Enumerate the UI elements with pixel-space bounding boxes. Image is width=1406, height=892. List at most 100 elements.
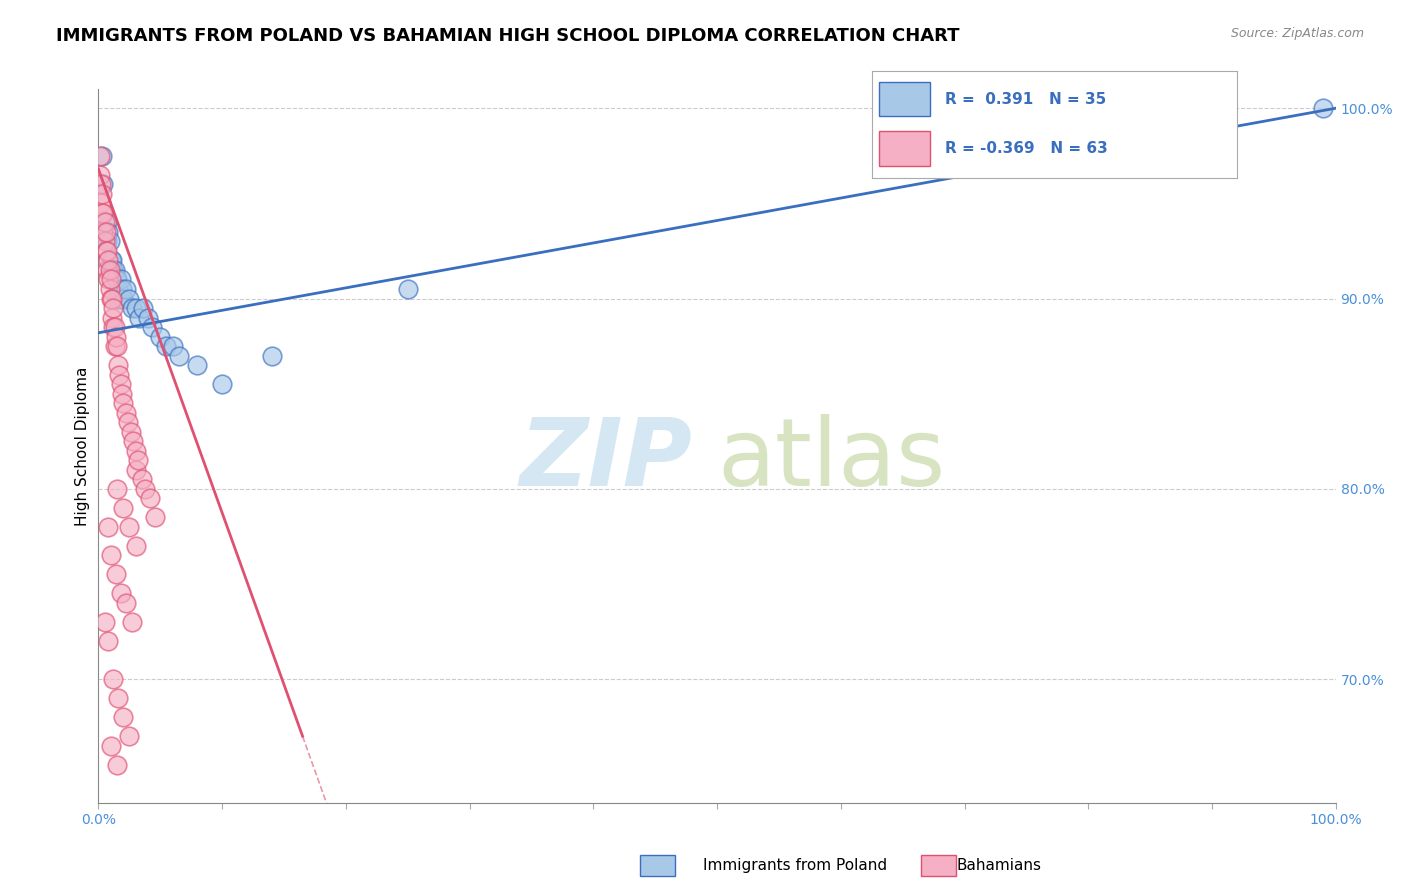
Point: [100, 292, 122, 306]
Point: [118, 729, 141, 743]
Point: [100, 253, 122, 268]
Text: ZIP: ZIP: [519, 414, 692, 507]
Point: [167, 349, 190, 363]
Point: [1312, 101, 1334, 115]
Point: [93, 215, 115, 229]
Point: [136, 310, 159, 325]
Point: [107, 282, 129, 296]
Point: [110, 272, 132, 286]
Point: [89, 168, 111, 182]
Y-axis label: High School Diploma: High School Diploma: [75, 367, 90, 525]
Point: [121, 301, 143, 315]
Point: [124, 443, 146, 458]
Point: [100, 263, 122, 277]
Point: [101, 310, 124, 325]
Point: [103, 320, 125, 334]
Point: [98, 263, 121, 277]
Point: [90, 178, 112, 192]
Point: [131, 472, 153, 486]
Point: [105, 272, 128, 286]
Point: [96, 235, 118, 249]
Point: [118, 292, 141, 306]
Point: [111, 386, 134, 401]
Point: [105, 339, 128, 353]
Point: [94, 225, 117, 239]
Point: [110, 377, 132, 392]
Point: [97, 520, 120, 534]
Point: [97, 272, 120, 286]
Point: [104, 329, 127, 343]
Point: [155, 339, 177, 353]
Point: [103, 263, 125, 277]
Text: R =  0.391   N = 35: R = 0.391 N = 35: [945, 92, 1107, 107]
Point: [97, 253, 120, 268]
Point: [93, 615, 115, 629]
Point: [104, 272, 127, 286]
Point: [118, 520, 141, 534]
Point: [128, 310, 150, 325]
Text: Source: ZipAtlas.com: Source: ZipAtlas.com: [1230, 27, 1364, 40]
Point: [91, 206, 114, 220]
Bar: [879, 131, 931, 166]
Text: Immigrants from Poland: Immigrants from Poland: [703, 858, 887, 872]
Point: [112, 500, 135, 515]
Point: [93, 178, 115, 192]
Point: [104, 567, 127, 582]
Point: [124, 463, 146, 477]
Point: [93, 225, 115, 239]
Point: [100, 739, 122, 753]
Bar: [879, 82, 931, 116]
Point: [96, 215, 118, 229]
Point: [103, 263, 125, 277]
Point: [114, 406, 136, 420]
Point: [105, 482, 128, 496]
Point: [132, 301, 155, 315]
Point: [149, 329, 172, 343]
Text: R = -0.369   N = 63: R = -0.369 N = 63: [945, 141, 1108, 156]
Point: [139, 491, 162, 506]
Point: [162, 339, 184, 353]
Point: [97, 634, 120, 648]
Point: [120, 425, 142, 439]
Point: [122, 434, 145, 449]
Point: [117, 415, 139, 429]
Point: [96, 244, 118, 258]
Point: [93, 235, 115, 249]
Point: [100, 272, 122, 286]
Point: [186, 358, 208, 372]
Point: [143, 510, 166, 524]
Point: [121, 615, 143, 629]
Point: [89, 149, 111, 163]
Point: [107, 358, 129, 372]
Point: [111, 282, 134, 296]
Text: IMMIGRANTS FROM POLAND VS BAHAMIAN HIGH SCHOOL DIPLOMA CORRELATION CHART: IMMIGRANTS FROM POLAND VS BAHAMIAN HIGH …: [56, 27, 960, 45]
Point: [91, 186, 114, 201]
Point: [112, 396, 135, 410]
Point: [114, 282, 136, 296]
Point: [108, 368, 131, 382]
Text: atlas: atlas: [717, 414, 945, 507]
Point: [211, 377, 233, 392]
Point: [91, 149, 114, 163]
Text: Bahamians: Bahamians: [956, 858, 1040, 872]
Point: [112, 292, 135, 306]
Point: [105, 757, 128, 772]
Point: [134, 482, 156, 496]
Point: [94, 244, 117, 258]
Point: [396, 282, 419, 296]
Point: [97, 225, 120, 239]
Point: [124, 301, 146, 315]
Point: [103, 672, 125, 686]
Point: [96, 263, 118, 277]
Point: [114, 596, 136, 610]
Point: [100, 549, 122, 563]
Point: [127, 453, 149, 467]
Point: [103, 301, 125, 315]
Point: [101, 253, 124, 268]
Point: [141, 320, 163, 334]
Point: [103, 339, 125, 353]
Point: [260, 349, 283, 363]
Point: [124, 539, 146, 553]
Point: [101, 292, 124, 306]
Point: [107, 292, 129, 306]
